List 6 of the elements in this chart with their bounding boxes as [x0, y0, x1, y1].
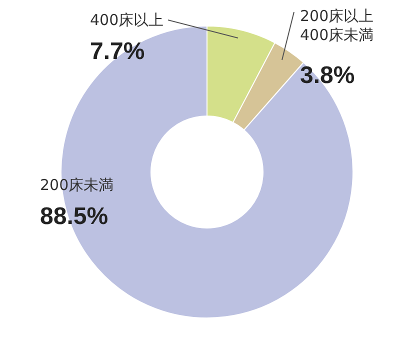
slice-label: 400床以上 — [90, 11, 164, 29]
data-label: 3.8% — [300, 62, 355, 89]
data-label: 7.7% — [90, 38, 145, 65]
slice-label: 200床未満 — [40, 176, 114, 194]
slice-label: 200床以上 400床未満 — [300, 7, 374, 44]
data-label: 88.5% — [40, 203, 108, 230]
